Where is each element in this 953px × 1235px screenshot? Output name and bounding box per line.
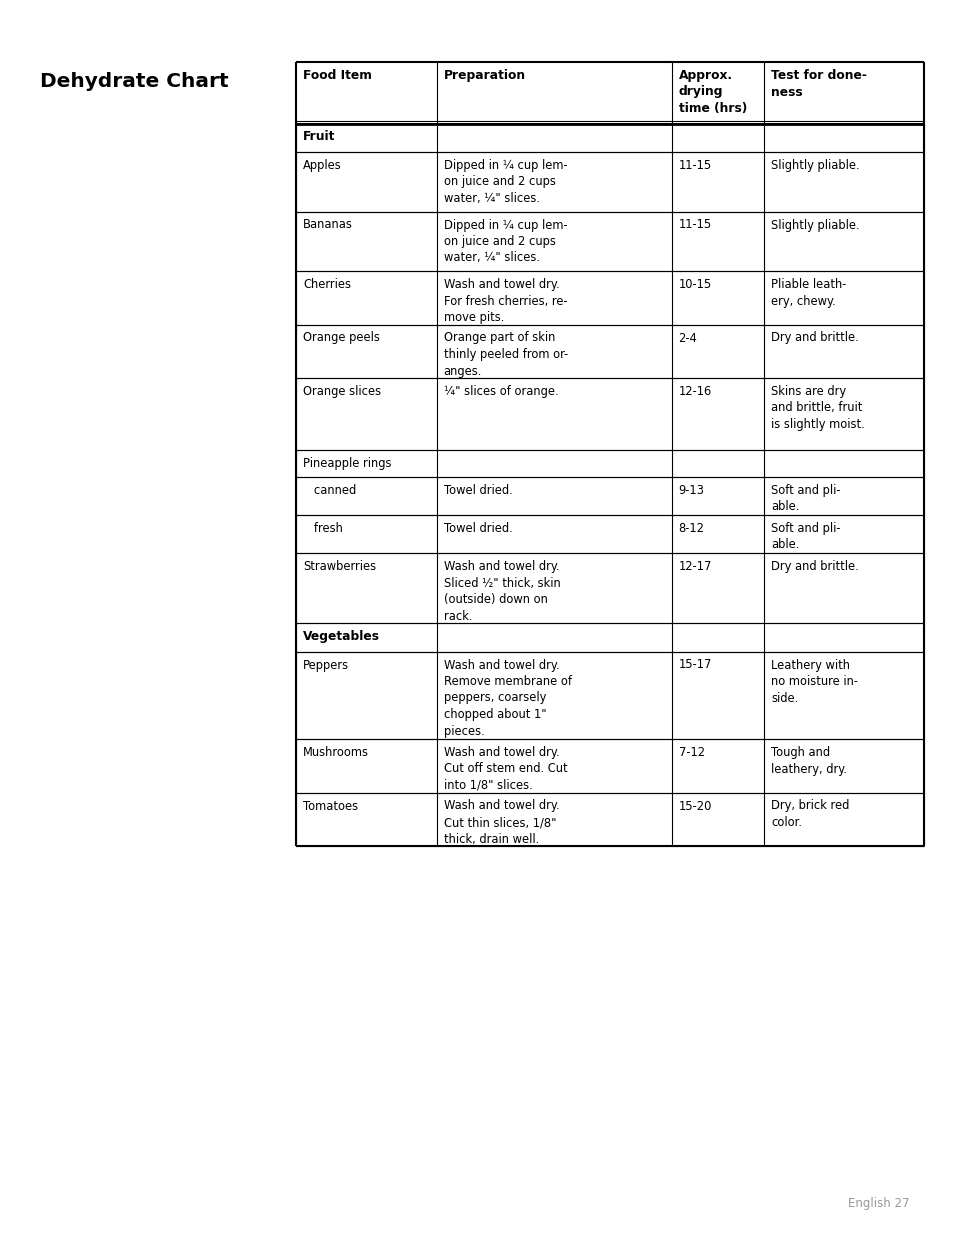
Text: Slightly pliable.: Slightly pliable. (771, 159, 860, 172)
Text: Wash and towel dry.
Remove membrane of
peppers, coarsely
chopped about 1"
pieces: Wash and towel dry. Remove membrane of p… (443, 658, 571, 737)
Text: 12-16: 12-16 (678, 385, 711, 398)
Text: Slightly pliable.: Slightly pliable. (771, 219, 860, 231)
Text: Dipped in ¼ cup lem-
on juice and 2 cups
water, ¼" slices.: Dipped in ¼ cup lem- on juice and 2 cups… (443, 219, 567, 264)
Text: Mushrooms: Mushrooms (303, 746, 369, 760)
Text: Skins are dry
and brittle, fruit
is slightly moist.: Skins are dry and brittle, fruit is slig… (771, 385, 864, 431)
Text: 15-17: 15-17 (678, 658, 711, 672)
Text: Preparation: Preparation (443, 69, 525, 82)
Text: Tough and
leathery, dry.: Tough and leathery, dry. (771, 746, 846, 776)
Text: Vegetables: Vegetables (303, 630, 379, 643)
Text: Pineapple rings: Pineapple rings (303, 457, 391, 471)
Text: Orange part of skin
thinly peeled from or-
anges.: Orange part of skin thinly peeled from o… (443, 331, 567, 378)
Text: Soft and pli-
able.: Soft and pli- able. (771, 484, 841, 514)
Text: 8-12: 8-12 (678, 522, 704, 535)
Text: Leathery with
no moisture in-
side.: Leathery with no moisture in- side. (771, 658, 858, 704)
Text: Wash and towel dry.
Cut off stem end. Cut
into 1/8" slices.: Wash and towel dry. Cut off stem end. Cu… (443, 746, 567, 792)
Text: Food Item: Food Item (303, 69, 372, 82)
Text: Strawberries: Strawberries (303, 559, 375, 573)
Text: Test for done-
ness: Test for done- ness (771, 69, 866, 99)
Text: 15-20: 15-20 (678, 799, 711, 813)
Text: Wash and towel dry.
For fresh cherries, re-
move pits.: Wash and towel dry. For fresh cherries, … (443, 278, 567, 324)
Text: Orange slices: Orange slices (303, 385, 381, 398)
Text: ¼" slices of orange.: ¼" slices of orange. (443, 385, 558, 398)
Text: canned: canned (303, 484, 355, 496)
Text: Wash and towel dry.
Sliced ½" thick, skin
(outside) down on
rack.: Wash and towel dry. Sliced ½" thick, ski… (443, 559, 559, 622)
Text: Towel dried.: Towel dried. (443, 522, 512, 535)
Text: 11-15: 11-15 (678, 159, 711, 172)
Text: Pliable leath-
ery, chewy.: Pliable leath- ery, chewy. (771, 278, 846, 308)
Text: Orange peels: Orange peels (303, 331, 379, 345)
Text: 7-12: 7-12 (678, 746, 704, 760)
Text: Wash and towel dry.
Cut thin slices, 1/8"
thick, drain well.: Wash and towel dry. Cut thin slices, 1/8… (443, 799, 558, 846)
Text: Dry and brittle.: Dry and brittle. (771, 331, 859, 345)
Text: 12-17: 12-17 (678, 559, 711, 573)
Text: Cherries: Cherries (303, 278, 351, 291)
Text: Dry and brittle.: Dry and brittle. (771, 559, 859, 573)
Text: Tomatoes: Tomatoes (303, 799, 357, 813)
Text: 9-13: 9-13 (678, 484, 704, 496)
Text: English 27: English 27 (847, 1197, 909, 1210)
Text: Towel dried.: Towel dried. (443, 484, 512, 496)
Text: Dehydrate Chart: Dehydrate Chart (40, 72, 229, 91)
Text: Dipped in ¼ cup lem-
on juice and 2 cups
water, ¼" slices.: Dipped in ¼ cup lem- on juice and 2 cups… (443, 159, 567, 205)
Text: Peppers: Peppers (303, 658, 349, 672)
Text: fresh: fresh (303, 522, 342, 535)
Text: Soft and pli-
able.: Soft and pli- able. (771, 522, 841, 552)
Text: 2-4: 2-4 (678, 331, 697, 345)
Text: 10-15: 10-15 (678, 278, 711, 291)
Text: Fruit: Fruit (303, 131, 335, 143)
Text: Bananas: Bananas (303, 219, 353, 231)
Text: 11-15: 11-15 (678, 219, 711, 231)
Text: Approx.
drying
time (hrs): Approx. drying time (hrs) (678, 69, 746, 115)
Text: Apples: Apples (303, 159, 341, 172)
Text: Dry, brick red
color.: Dry, brick red color. (771, 799, 849, 829)
